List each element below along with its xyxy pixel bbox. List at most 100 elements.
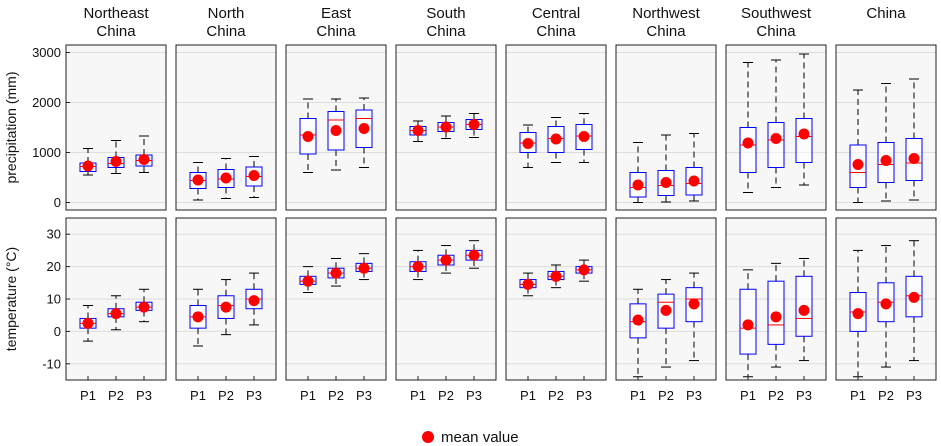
mean-marker bbox=[302, 275, 314, 287]
region-title-china: China bbox=[866, 5, 906, 22]
region-title-south-china: South China bbox=[426, 5, 466, 40]
box-central-china-p1 bbox=[519, 272, 537, 297]
mean-marker bbox=[138, 154, 150, 165]
legend: mean value bbox=[422, 429, 519, 446]
mean-marker bbox=[440, 121, 452, 133]
box-china-p3 bbox=[905, 240, 923, 362]
y-tick-label: 3000 bbox=[32, 45, 61, 60]
panel-frame bbox=[725, 44, 827, 211]
x-tick-label-p1: P1 bbox=[190, 388, 206, 403]
mean-marker bbox=[660, 177, 672, 188]
box-southwest-china-p1 bbox=[739, 62, 757, 193]
mean-marker bbox=[330, 125, 342, 136]
box-north-china-p2 bbox=[217, 158, 235, 199]
mean-marker bbox=[440, 254, 452, 266]
mean-marker bbox=[578, 131, 590, 142]
x-tick-label-p3: P3 bbox=[466, 388, 482, 403]
box-southwest-china-p2 bbox=[767, 59, 785, 188]
box-china-p1 bbox=[849, 249, 867, 378]
x-tick-label-p3: P3 bbox=[136, 388, 152, 403]
region-title-northwest-china: Northwest China bbox=[632, 5, 700, 40]
mean-marker bbox=[632, 179, 644, 191]
mean-marker bbox=[852, 308, 864, 320]
panel-south-china-precipitation bbox=[395, 44, 497, 211]
panel-east-china-precipitation bbox=[285, 44, 387, 211]
box-china-p1 bbox=[849, 89, 867, 203]
x-tick-label-p3: P3 bbox=[576, 388, 592, 403]
mean-marker bbox=[522, 138, 534, 149]
box-south-china-p2 bbox=[437, 115, 455, 139]
panel-frame bbox=[505, 44, 607, 211]
box-northwest-china-p3 bbox=[685, 133, 703, 202]
panel-north-china-temperature: P1 P2 P3 bbox=[175, 217, 277, 403]
mean-marker bbox=[110, 156, 122, 167]
panel-china-temperature: P1 P2 P3 bbox=[835, 217, 937, 403]
legend-marker-mean-value bbox=[422, 431, 434, 443]
mean-marker bbox=[192, 174, 204, 186]
box-north-china-p2 bbox=[217, 279, 235, 336]
box-northeast-china-p3 bbox=[135, 288, 153, 323]
box-east-china-p1 bbox=[299, 266, 317, 294]
mean-marker bbox=[880, 155, 892, 166]
box-north-china-p1 bbox=[189, 288, 207, 347]
region-title-north-china: North China bbox=[206, 5, 246, 40]
mean-marker bbox=[192, 311, 204, 323]
mean-marker bbox=[550, 133, 562, 145]
x-tick-label-p2: P2 bbox=[438, 388, 454, 403]
x-tick-label-p2: P2 bbox=[768, 388, 784, 403]
mean-marker bbox=[908, 153, 920, 164]
panel-northwest-china-precipitation bbox=[615, 44, 717, 211]
mean-marker bbox=[688, 298, 700, 310]
panel-frame bbox=[65, 44, 167, 211]
box-northwest-china-p1 bbox=[629, 142, 647, 203]
panel-china-precipitation bbox=[835, 44, 937, 211]
x-tick-label-p2: P2 bbox=[328, 388, 344, 403]
mean-marker bbox=[220, 301, 232, 313]
box-northeast-china-p1 bbox=[79, 304, 97, 342]
mean-marker bbox=[632, 314, 644, 326]
x-tick-label-p1: P1 bbox=[80, 388, 96, 403]
box-northwest-china-p2 bbox=[657, 134, 675, 203]
box-east-china-p2 bbox=[327, 258, 345, 287]
box-northwest-china-p3 bbox=[685, 272, 703, 362]
x-tick-label-p3: P3 bbox=[246, 388, 262, 403]
mean-marker bbox=[742, 319, 754, 331]
y-tick-label: 10 bbox=[47, 292, 61, 307]
x-tick-label-p2: P2 bbox=[218, 388, 234, 403]
panel-frame bbox=[285, 44, 387, 211]
mean-marker bbox=[852, 159, 864, 170]
x-tick-label-p1: P1 bbox=[740, 388, 756, 403]
box-south-china-p3 bbox=[465, 113, 483, 138]
box-southwest-china-p2 bbox=[767, 262, 785, 368]
region-title-northeast-china: Northeast China bbox=[83, 5, 149, 40]
y-tick-label: 30 bbox=[47, 227, 61, 242]
panel-frame bbox=[835, 44, 937, 211]
x-tick-label-p1: P1 bbox=[520, 388, 536, 403]
mean-marker bbox=[358, 123, 370, 134]
panel-south-china-temperature: P1 P2 P3 bbox=[395, 217, 497, 403]
y-tick-label: 0 bbox=[54, 324, 61, 339]
panel-frame bbox=[615, 44, 717, 211]
panel-frame bbox=[175, 44, 277, 211]
x-tick-label-p2: P2 bbox=[548, 388, 564, 403]
mean-marker bbox=[412, 261, 424, 273]
box-china-p2 bbox=[877, 245, 895, 368]
mean-marker bbox=[110, 308, 122, 320]
box-north-china-p1 bbox=[189, 162, 207, 201]
panel-northeast-china-temperature: -10 0 10 20 30 P1 P2 P3 bbox=[42, 217, 167, 403]
region-title-southwest-china: Southwest China bbox=[741, 5, 812, 40]
x-tick-label-p1: P1 bbox=[630, 388, 646, 403]
box-iqr bbox=[795, 118, 813, 163]
box-northeast-china-p2 bbox=[107, 295, 125, 331]
box-northeast-china-p3 bbox=[135, 135, 153, 173]
y-tick-label: 2000 bbox=[32, 95, 61, 110]
panel-southwest-china-precipitation bbox=[725, 44, 827, 211]
mean-marker bbox=[742, 137, 754, 149]
box-south-china-p1 bbox=[409, 249, 427, 281]
x-tick-label-p3: P3 bbox=[796, 388, 812, 403]
mean-marker bbox=[468, 249, 480, 261]
x-tick-label-p3: P3 bbox=[356, 388, 372, 403]
box-north-china-p3 bbox=[245, 272, 263, 326]
panel-east-china-temperature: P1 P2 P3 bbox=[285, 217, 387, 403]
